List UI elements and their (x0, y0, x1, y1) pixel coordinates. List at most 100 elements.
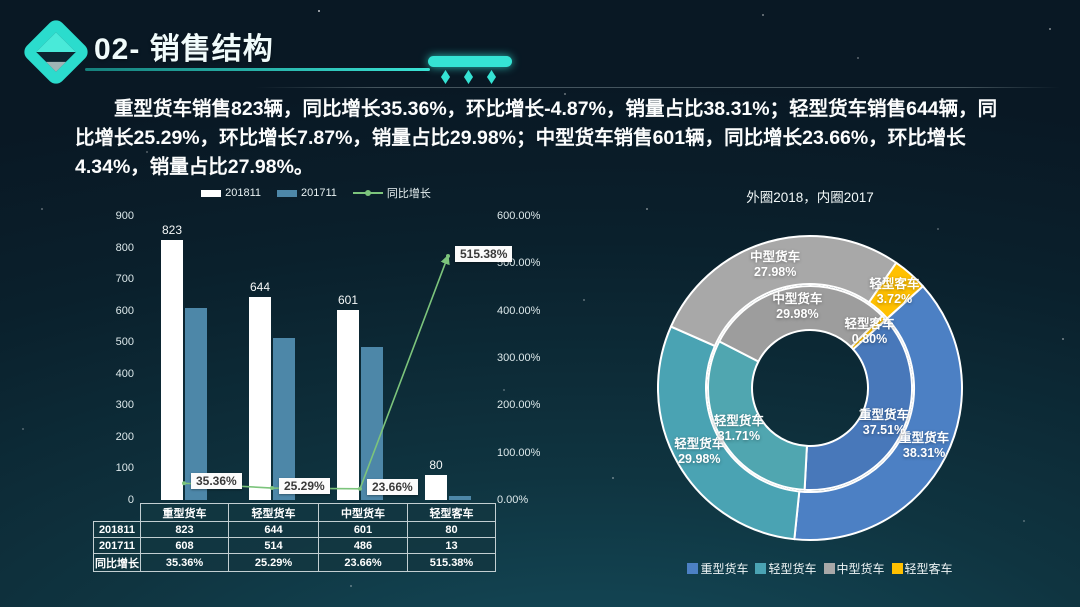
bar-201811 (337, 310, 359, 500)
y-axis-tick: 800 (115, 241, 134, 254)
diamond-dot-icon (464, 70, 473, 84)
table-cell: 608 (140, 537, 229, 554)
pct-axis-tick: 200.00% (497, 399, 541, 412)
donut-slice-inner-1 (707, 340, 808, 491)
legend-label: 同比增长 (386, 188, 431, 200)
thin-line-decoration (255, 87, 1060, 88)
bar-201711 (361, 346, 383, 500)
bar-chart-legend: 201811 201711 同比增长 (140, 185, 492, 201)
pct-axis-tick: 300.00% (497, 352, 541, 364)
y-axis-tick: 900 (115, 210, 134, 222)
donut-slice-inner-3 (850, 315, 887, 351)
bar-value-label: 823 (161, 223, 183, 238)
legend-item-growth: 同比增长 (352, 185, 431, 201)
table-col-header: 轻型货车 (228, 503, 319, 522)
y-axis-tick: 500 (115, 336, 134, 349)
donut-slice-outer-0 (793, 285, 963, 541)
bar-201811 (249, 296, 271, 500)
y-axis-tick: 300 (115, 399, 134, 412)
bar-value-label: 601 (337, 293, 359, 308)
table-col-header: 中型货车 (318, 503, 408, 522)
diamond-dot-icon (487, 70, 496, 84)
table-row-label: 同比增长 (93, 553, 141, 572)
donut-slice-inner-2 (718, 285, 884, 363)
donut-legend-label: 轻型客车 (904, 562, 953, 576)
donut-slice-outer-3 (868, 261, 924, 320)
legend-label: 201811 (225, 187, 261, 199)
bar-value-label: 644 (249, 279, 271, 294)
table-cell: 486 (318, 537, 408, 554)
donut-slice-outer-2 (669, 235, 898, 347)
legend-item-201711: 201711 (277, 187, 337, 199)
table-row-label: 201711 (93, 537, 141, 554)
table-col-header: 轻型客车 (407, 503, 496, 522)
diamond-dots-decoration (441, 70, 496, 84)
pct-axis-tick: 0.00% (497, 494, 529, 506)
donut-legend-label: 重型货车 (700, 562, 749, 576)
donut-legend-item: 轻型货车 (755, 560, 817, 577)
table-cell: 80 (407, 521, 496, 538)
title-underline-decoration (85, 68, 430, 71)
table-cell: 35.36% (140, 553, 229, 572)
donut-legend-label: 中型货车 (836, 562, 885, 576)
y-axis-tick: 200 (115, 430, 134, 443)
table-cell: 644 (228, 521, 319, 538)
bar-201711 (185, 308, 207, 500)
pct-axis-tick: 600.00% (497, 210, 541, 222)
table-row-label: 201811 (93, 521, 141, 538)
table-cell: 514 (228, 537, 319, 554)
table-corner-cell (94, 504, 141, 522)
donut-legend-swatch (687, 563, 699, 574)
donut-legend-item: 中型货车 (823, 560, 885, 577)
donut-legend-swatch (823, 563, 835, 574)
diamond-dot-icon (441, 70, 450, 84)
table-cell: 25.29% (228, 553, 319, 572)
chart-data-table-grid: 重型货车 轻型货车 中型货车 轻型客车 201811 823 644 601 80 201711 6… (93, 503, 496, 572)
bar-201811 (425, 474, 447, 500)
donut-chart-title: 外圈2018，内圈2017 (746, 190, 874, 205)
donut-legend-item: 轻型客车 (891, 560, 953, 577)
donut-legend-label: 轻型货车 (768, 562, 817, 576)
page-title: 02- 销售结构 (94, 33, 274, 66)
chart-data-table: 重型货车 轻型货车 中型货车 轻型客车 201811 823 644 601 80 201711 6… (93, 503, 496, 572)
growth-point-label: 35.36% (191, 473, 242, 490)
growth-point-label: 23.66% (367, 478, 418, 495)
diamond-gem-icon (24, 20, 88, 84)
y-axis-tick: 0 (127, 494, 134, 506)
donut-legend: 重型货车 轻型货车 中型货车 轻型客车 (650, 560, 990, 577)
summary-text: 重型货车销售823辆，同比增长35.36%，环比增长-4.87%，销量占比38.… (75, 98, 998, 178)
growth-point-label: 515.38% (455, 246, 513, 263)
donut-legend-swatch (755, 563, 767, 574)
table-cell: 601 (318, 521, 408, 538)
legend-line-marker-icon (352, 190, 383, 196)
y-axis-tick: 600 (115, 304, 134, 317)
double-donut-chart (657, 235, 963, 541)
brand-diamond-logo (16, 12, 96, 92)
y-axis-tick: 100 (115, 462, 134, 475)
table-col-header: 重型货车 (140, 503, 229, 522)
y-axis-tick: 700 (115, 273, 134, 286)
table-cell: 23.66% (318, 553, 408, 572)
legend-item-201811: 201811 (201, 187, 261, 199)
growth-line (182, 254, 450, 491)
donut-legend-swatch (891, 563, 903, 574)
bar-201811 (161, 240, 183, 500)
legend-swatch-201811 (201, 189, 222, 197)
y-axis-tick: 400 (115, 367, 134, 380)
donut-legend-item: 重型货车 (687, 560, 748, 577)
bar-201711 (449, 495, 471, 500)
bar-value-label: 80 (429, 457, 443, 472)
legend-label: 201711 (301, 187, 337, 199)
pct-axis-tick: 100.00% (497, 446, 541, 459)
table-cell: 13 (407, 537, 496, 554)
table-cell: 515.38% (407, 553, 496, 572)
pct-axis-tick: 400.00% (497, 304, 541, 317)
growth-point-label: 25.29% (279, 478, 330, 495)
bar-201711 (273, 337, 295, 500)
donut-slice-inner-0 (803, 318, 913, 491)
cyan-bar-decoration (428, 56, 512, 67)
legend-swatch-201711 (277, 189, 297, 197)
table-cell: 823 (140, 521, 229, 538)
